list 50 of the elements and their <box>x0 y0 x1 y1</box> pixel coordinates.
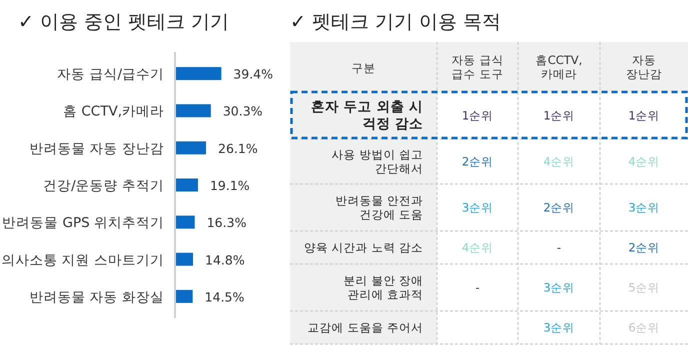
y-tick-label: 교감에 도움을 주어서 <box>308 320 423 334</box>
data-label: 4순위 <box>628 154 660 168</box>
data-label: 1순위 <box>462 108 494 122</box>
y-tick-label: 건강/운동량 추적기 <box>43 178 164 194</box>
data-label: 16.3% <box>206 215 247 230</box>
bar <box>176 252 194 266</box>
y-tick-label: 반려동물 GPS 위치추적기 <box>2 215 164 232</box>
x-tick-label: 자동 장난감 <box>626 53 662 81</box>
data-label: 2순위 <box>462 154 494 168</box>
y-tick-label: 의사소통 지원 스마트기기 <box>1 252 164 268</box>
y-axis-title: 구분 <box>352 61 376 75</box>
data-label: 5순위 <box>628 280 660 294</box>
y-tick-label: 혼자 두고 외출 시 걱정 감소 <box>310 99 423 132</box>
data-label: 39.4% <box>233 66 274 82</box>
data-label: 30.3% <box>222 104 263 119</box>
y-tick-label: 반려동물 자동 장난감 <box>29 140 164 157</box>
y-tick-label: 반려동물 자동 화장실 <box>29 289 164 306</box>
chart-title: ✓ 이용 중인 펫테크 기기 <box>18 11 230 33</box>
data-label: 14.5% <box>204 289 245 304</box>
x-tick-label: 자동 급식 급수 도구 <box>452 53 504 81</box>
data-label: 4순위 <box>462 240 494 254</box>
bar <box>176 216 195 229</box>
chart-title: ✓ 펫테크 기기 이용 목적 <box>290 11 502 33</box>
data-label: 19.1% <box>210 178 250 193</box>
y-tick-label: 사용 방법이 쉽고 간단해서 <box>332 148 423 176</box>
text: - <box>475 280 480 294</box>
data-label: 1순위 <box>628 108 660 122</box>
data-label: 4순위 <box>543 154 575 168</box>
data-label: 3순위 <box>462 200 494 214</box>
data-label: 1순위 <box>543 108 575 122</box>
bar <box>176 67 222 80</box>
data-label: 3순위 <box>628 200 660 214</box>
x-tick-label: 홈CCTV, 카메라 <box>536 53 582 81</box>
data-label: 2순위 <box>628 240 660 254</box>
data-label: 3순위 <box>543 320 575 334</box>
data-label: 3순위 <box>543 280 575 294</box>
data-label: 14.8% <box>205 252 245 268</box>
y-tick-label: 반려동물 안전과 건강에 도움 <box>335 194 423 222</box>
data-label: 2순위 <box>543 200 575 214</box>
data-label: 6순위 <box>628 320 660 334</box>
data-label: 26.1% <box>218 140 258 156</box>
bar <box>176 290 193 303</box>
bar <box>176 141 206 154</box>
text: - <box>556 240 562 254</box>
bar <box>176 104 211 118</box>
y-tick-label: 홈 CCTV,카메라 <box>63 104 164 120</box>
y-tick-label: 분리 불안 장애 관리에 효과적 <box>344 274 423 302</box>
y-tick-label: 자동 급식/급수기 <box>57 66 164 83</box>
bar <box>176 178 198 192</box>
y-tick-label: 양육 시간과 노력 감소 <box>304 240 423 254</box>
